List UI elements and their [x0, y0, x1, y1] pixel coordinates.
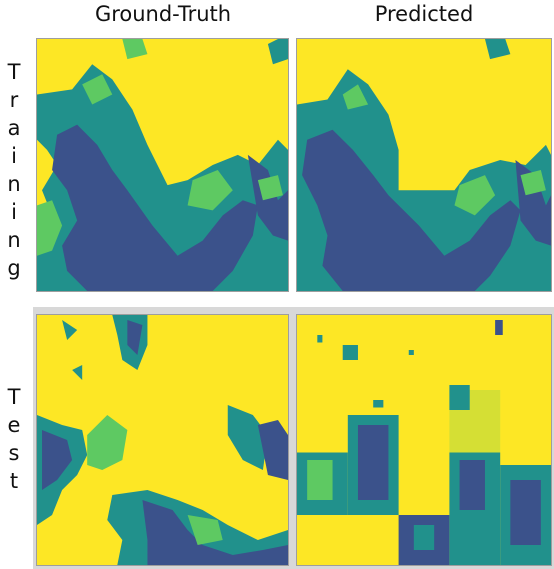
row-label-training: T r a i n i n g [0, 58, 28, 282]
test-predicted-map [296, 314, 552, 566]
row-label-letter: a [7, 116, 21, 140]
row-label-letter: r [9, 88, 19, 112]
row-label-letter: n [7, 228, 21, 252]
training-ground-truth-map [36, 38, 289, 292]
row-label-letter: i [11, 200, 17, 224]
column-title-ground-truth: Ground-Truth [94, 2, 232, 26]
test-ground-truth-map [36, 314, 289, 566]
row-label-letter: i [11, 144, 17, 168]
row-label-letter: s [8, 441, 20, 465]
row-label-test: T e s t [0, 383, 28, 495]
row-label-letter: g [7, 256, 21, 280]
training-predicted-map [296, 38, 552, 292]
row-label-letter: T [7, 385, 21, 409]
row-label-letter: t [9, 469, 19, 493]
row-label-letter: T [7, 60, 21, 84]
row-label-letter: e [7, 413, 21, 437]
column-title-predicted: Predicted [374, 2, 474, 26]
row-label-letter: n [7, 172, 21, 196]
